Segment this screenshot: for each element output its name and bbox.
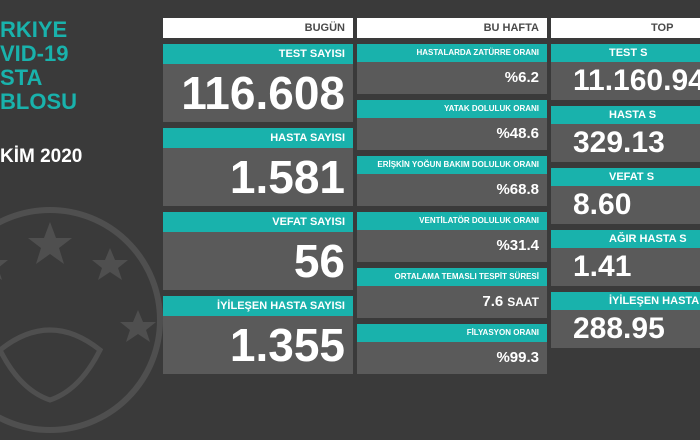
stat-number: %48.6	[496, 125, 539, 142]
stat-card: YATAK DOLULUK ORANI %48.6	[357, 100, 547, 150]
stat-card: İYİLEŞEN HASTA SAYISI 1.355	[163, 296, 353, 374]
stat-value: %68.8	[357, 174, 547, 206]
stat-label: İYİLEŞEN HASTA SAYISI	[163, 296, 353, 316]
total-header: TOP	[551, 18, 700, 38]
stat-card: HASTA S 329.13	[551, 106, 700, 162]
stat-label: İYİLEŞEN HASTA S	[551, 292, 700, 310]
this-week-column: BU HAFTA HASTALARDA ZATÜRRE ORANI %6.2 Y…	[357, 18, 547, 380]
stat-label: FİLYASYON ORANI	[357, 324, 547, 342]
stat-value: 1.581	[163, 148, 353, 206]
report-date: KİM 2020	[0, 146, 83, 167]
stat-card: VEFAT SAYISI 56	[163, 212, 353, 290]
stat-value: %48.6	[357, 118, 547, 150]
stat-card: HASTALARDA ZATÜRRE ORANI %6.2	[357, 44, 547, 94]
stat-value: 1.355	[163, 316, 353, 374]
stat-card: HASTA SAYISI 1.581	[163, 128, 353, 206]
title-line: BLOSU	[0, 89, 77, 114]
title-line: VID-19	[0, 41, 69, 66]
stat-number: %31.4	[496, 237, 539, 254]
stat-value: 288.95	[551, 310, 700, 348]
stat-label: VENTİLATÖR DOLULUK ORANI	[357, 212, 547, 230]
today-header: BUGÜN	[163, 18, 353, 38]
stat-label: VEFAT SAYISI	[163, 212, 353, 232]
stat-label: ERİŞKİN YOĞUN BAKIM DOLULUK ORANI	[357, 156, 547, 174]
title-line: STA	[0, 65, 43, 90]
dashboard-title: RKIYE VID-19 STA BLOSU	[0, 18, 160, 114]
stat-value: 329.13	[551, 124, 700, 162]
stat-card: ORTALAMA TEMASLI TESPİT SÜRESİ 7.6 SAAT	[357, 268, 547, 318]
stat-label: TEST S	[551, 44, 700, 62]
stat-value: 11.160.94	[551, 62, 700, 100]
stat-value: %99.3	[357, 342, 547, 374]
ministry-emblem-icon	[0, 207, 163, 433]
stat-card: ERİŞKİN YOĞUN BAKIM DOLULUK ORANI %68.8	[357, 156, 547, 206]
stat-number: %99.3	[496, 349, 539, 366]
stat-card: FİLYASYON ORANI %99.3	[357, 324, 547, 374]
stat-label: AĞIR HASTA S	[551, 230, 700, 248]
stat-number: %68.8	[496, 181, 539, 198]
stat-label: YATAK DOLULUK ORANI	[357, 100, 547, 118]
stat-value: 8.60	[551, 186, 700, 224]
stat-value: 1.41	[551, 248, 700, 286]
stat-label: VEFAT S	[551, 168, 700, 186]
stat-label: ORTALAMA TEMASLI TESPİT SÜRESİ	[357, 268, 547, 286]
title-line: RKIYE	[0, 17, 68, 42]
stat-label: HASTA SAYISI	[163, 128, 353, 148]
total-column: TOP TEST S 11.160.94 HASTA S 329.13 VEFA…	[551, 18, 700, 354]
stat-card: VEFAT S 8.60	[551, 168, 700, 224]
stat-value: 116.608	[163, 64, 353, 122]
stat-label: HASTALARDA ZATÜRRE ORANI	[357, 44, 547, 62]
stat-label: TEST SAYISI	[163, 44, 353, 64]
stat-value: 7.6 SAAT	[357, 286, 547, 318]
stat-unit: SAAT	[507, 295, 539, 309]
stat-label: HASTA S	[551, 106, 700, 124]
stat-card: TEST SAYISI 116.608	[163, 44, 353, 122]
stat-number: %6.2	[504, 69, 539, 86]
stat-card: TEST S 11.160.94	[551, 44, 700, 100]
stat-card: AĞIR HASTA S 1.41	[551, 230, 700, 286]
stat-value: %6.2	[357, 62, 547, 94]
stat-card: VENTİLATÖR DOLULUK ORANI %31.4	[357, 212, 547, 262]
this-week-header: BU HAFTA	[357, 18, 547, 38]
stat-number: 7.6	[482, 293, 504, 310]
stat-value: 56	[163, 232, 353, 290]
stat-card: İYİLEŞEN HASTA S 288.95	[551, 292, 700, 348]
today-column: BUGÜN TEST SAYISI 116.608 HASTA SAYISI 1…	[163, 18, 353, 380]
stat-value: %31.4	[357, 230, 547, 262]
